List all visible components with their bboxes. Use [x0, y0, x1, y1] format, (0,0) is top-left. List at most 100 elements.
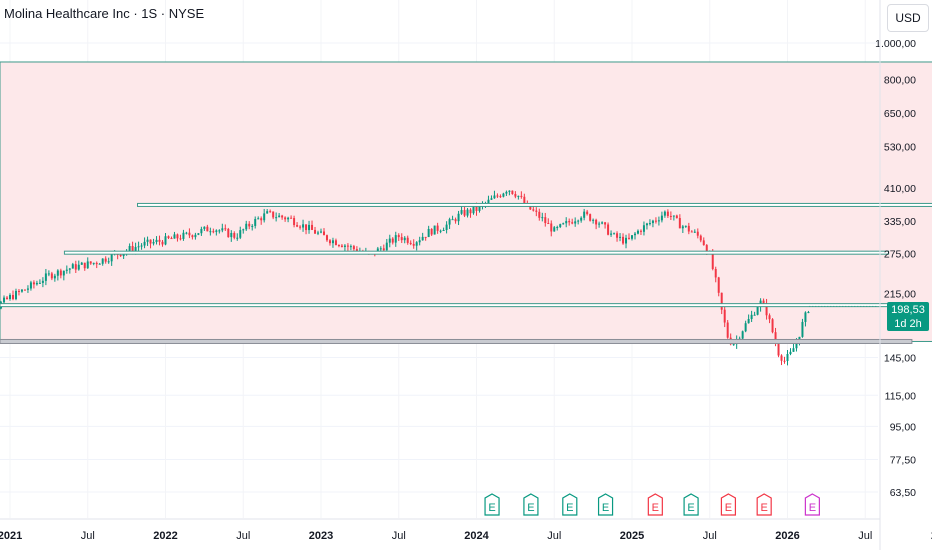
candle-body	[702, 240, 705, 246]
candle-body	[155, 239, 158, 243]
horizontal-level[interactable]	[137, 202, 932, 207]
candle-body	[272, 211, 275, 218]
candle-body	[451, 219, 454, 221]
candle-body	[780, 355, 783, 361]
time-tick-label: Jul	[547, 530, 561, 542]
earnings-marker[interactable]	[804, 493, 820, 516]
candle-body	[768, 315, 771, 320]
time-axis[interactable]: 2021 Jul 2022 Jul 2023 Jul 2024 Jul 2025 Jul 2026 J…	[0, 518, 932, 542]
candle-body	[346, 245, 349, 247]
time-tick-label: Jul	[392, 530, 406, 542]
candle-body	[44, 273, 47, 281]
candle-body	[556, 227, 559, 229]
earnings-marker[interactable]	[647, 493, 663, 516]
candle-body	[454, 219, 457, 222]
price-tick-label: 63,50	[890, 487, 916, 499]
candle-body	[523, 196, 526, 204]
candle-body	[771, 319, 774, 333]
support-level[interactable]	[0, 338, 913, 344]
price-tick-label: 145,00	[884, 353, 916, 365]
candle-body	[583, 211, 586, 218]
candle-body	[675, 215, 678, 219]
candle-body	[299, 226, 302, 228]
candle-body	[349, 246, 352, 248]
candle-body	[433, 225, 436, 235]
candle-body	[71, 264, 74, 269]
candle-body	[550, 223, 553, 232]
candle-body	[86, 261, 89, 269]
horizontal-level[interactable]	[0, 303, 894, 308]
time-tick-label: 2021	[0, 530, 22, 542]
candle-body	[394, 235, 397, 243]
candle-body	[212, 231, 215, 233]
candle-body	[68, 268, 71, 270]
price-tick-label: 410,00	[884, 183, 916, 195]
candle-body	[469, 209, 472, 214]
candle-body	[645, 223, 648, 226]
candle-body	[65, 269, 68, 271]
candle-body	[149, 239, 152, 244]
earnings-marker[interactable]	[523, 493, 539, 516]
candle-body	[699, 235, 702, 241]
candle-body	[475, 206, 478, 211]
candle-body	[478, 205, 481, 211]
candle-body	[203, 226, 206, 229]
candle-body	[421, 236, 424, 241]
candle-body	[290, 217, 293, 219]
candle-body	[487, 199, 490, 204]
earnings-marker-label: E	[527, 502, 534, 514]
candle-body	[188, 232, 191, 236]
candle-body	[631, 235, 633, 239]
candle-body	[176, 234, 179, 239]
earnings-marker-label: E	[566, 502, 573, 514]
candle-body	[565, 221, 568, 224]
candle-body	[693, 231, 696, 233]
candle-body	[143, 241, 146, 246]
candle-body	[613, 233, 616, 235]
candle-body	[77, 264, 80, 270]
candle-body	[152, 242, 155, 244]
earnings-marker[interactable]	[756, 493, 772, 516]
candle-body	[325, 235, 328, 241]
candle-body	[427, 228, 430, 238]
currency-button[interactable]: USD	[887, 4, 929, 32]
earnings-marker[interactable]	[683, 493, 699, 516]
candle-body	[616, 233, 619, 238]
candle-body	[744, 323, 747, 332]
candle-body	[20, 289, 23, 292]
candle-body	[41, 280, 44, 283]
candle-body	[167, 236, 170, 239]
price-series	[0, 190, 810, 366]
earnings-marker[interactable]	[720, 493, 737, 516]
candle-body	[38, 282, 41, 284]
candle-body	[322, 231, 325, 236]
horizontal-levels[interactable]	[0, 202, 932, 344]
candle-body	[17, 290, 20, 292]
price-axis[interactable]: 1.000,00 800,00 650,00 530,00 410,00 335,00 27…	[875, 0, 916, 550]
candle-body	[777, 343, 780, 356]
earnings-marker[interactable]	[597, 493, 614, 516]
time-tick-label: 2025	[620, 530, 644, 542]
candle-body	[179, 238, 182, 240]
candle-body	[639, 230, 642, 232]
horizontal-level[interactable]	[63, 250, 890, 255]
candle-body	[717, 277, 720, 293]
candle-body	[598, 223, 601, 225]
candle-body	[562, 223, 565, 225]
candle-body	[654, 220, 657, 222]
candle-body	[660, 215, 663, 221]
candle-body	[98, 263, 101, 265]
candle-body	[26, 288, 29, 290]
candle-body	[577, 220, 580, 222]
price-zone-rect[interactable]	[0, 61, 932, 342]
earnings-marker[interactable]	[484, 493, 500, 516]
candle-body	[714, 269, 717, 278]
candle-body	[164, 236, 167, 245]
candle-body	[571, 222, 574, 224]
candle-body	[783, 360, 786, 362]
price-tick-label: 215,00	[884, 288, 916, 300]
earnings-marker[interactable]	[562, 493, 578, 516]
candle-body	[302, 224, 305, 228]
